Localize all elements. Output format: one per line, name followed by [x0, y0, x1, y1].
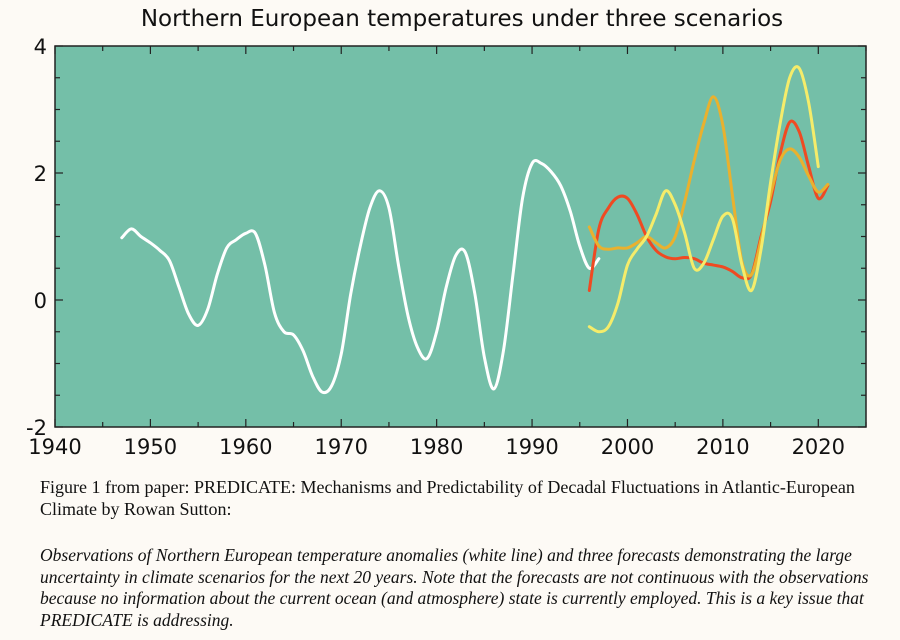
forecast-yellow-line [587, 65, 820, 334]
x-tick-label: 1970 [315, 435, 368, 459]
chart-title: Northern European temperatures under thr… [141, 6, 783, 32]
plot-frame [54, 45, 867, 428]
x-tick-label: 1980 [410, 435, 463, 459]
caption-description: Observations of Northern European temper… [40, 545, 869, 630]
observations-line [120, 159, 601, 395]
y-tick-label: 0 [34, 289, 47, 313]
y-tick-label: 2 [34, 162, 47, 186]
x-tick-label: 1990 [505, 435, 558, 459]
chart-svg: Northern European temperatures under thr… [26, 6, 867, 459]
forecast-orange-line [587, 95, 830, 278]
x-tick-label: 2020 [792, 435, 845, 459]
x-tick-label: 1960 [219, 435, 272, 459]
series-lines [120, 65, 830, 395]
x-tick-label: 1950 [124, 435, 177, 459]
caption-title: Figure 1 from paper: PREDICATE: Mechanis… [40, 477, 855, 519]
x-tick-label: 2010 [696, 435, 749, 459]
tick-labels: 1940 1950 1960 1970 1980 1990 2000 2010 2020 -2 0 2… [26, 35, 845, 459]
plot-background [55, 46, 866, 427]
y-tick-label: -2 [26, 416, 47, 440]
x-tick-label: 2000 [601, 435, 654, 459]
x-tick-label: 1940 [28, 435, 81, 459]
forecast-red-line [587, 119, 830, 292]
y-tick-label: 4 [34, 35, 47, 59]
